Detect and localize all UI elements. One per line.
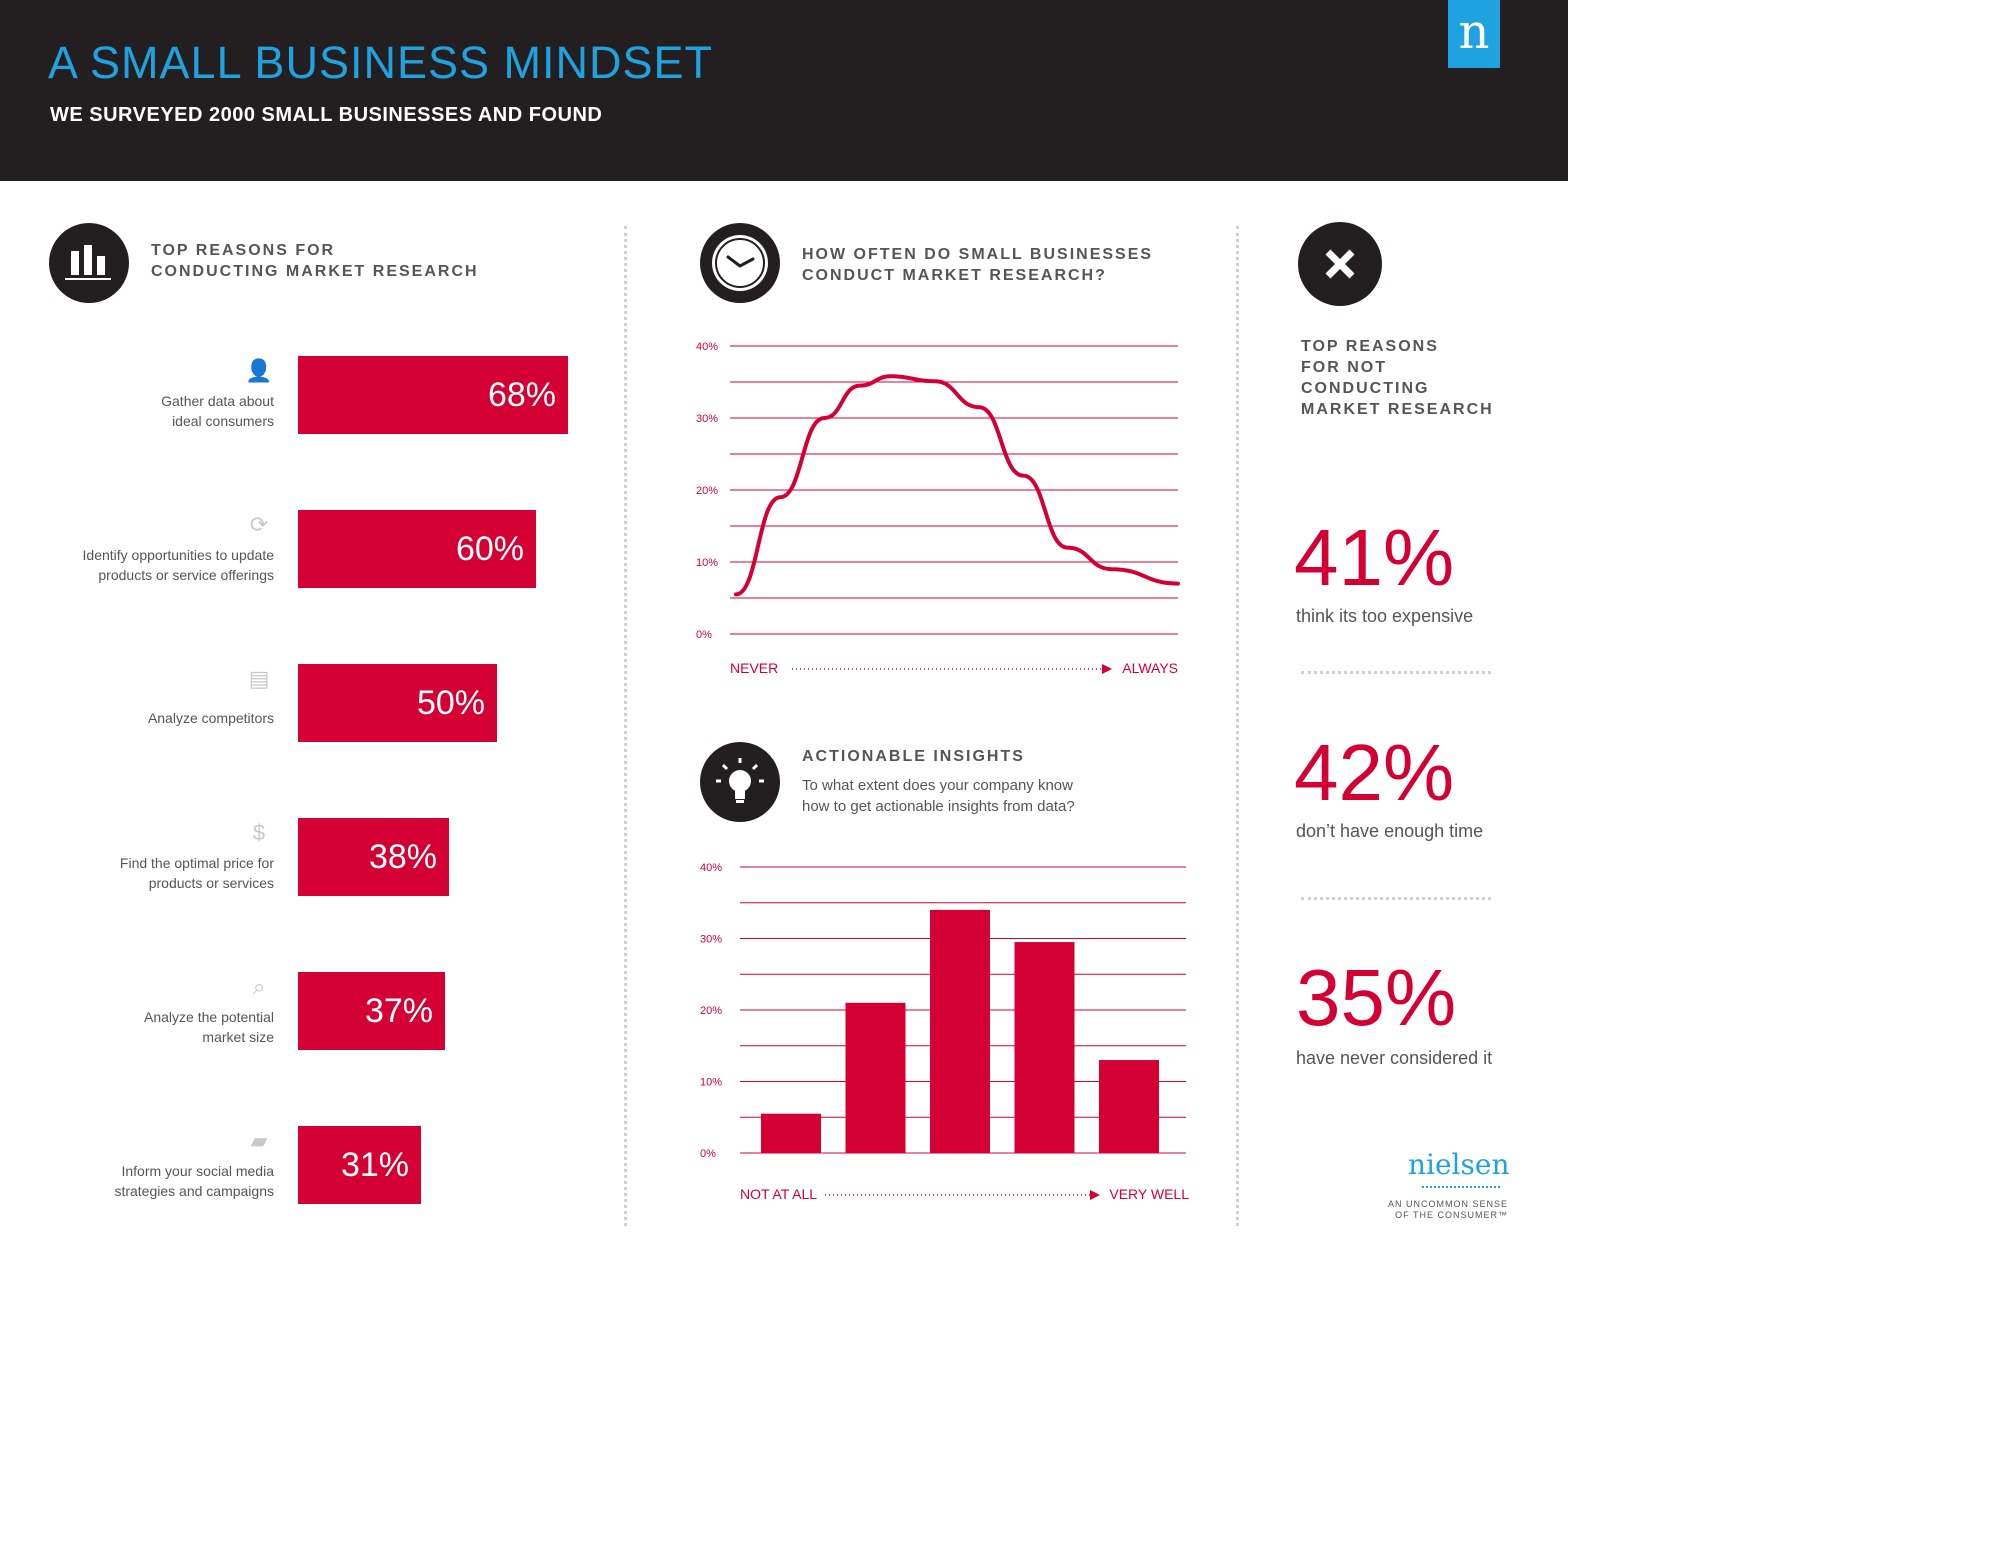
stat-value-time: 42% bbox=[1294, 728, 1455, 817]
tagline-line1: AN UNCOMMON SENSE bbox=[1387, 1199, 1508, 1209]
not-heading-line3: CONDUCTING bbox=[1301, 380, 1430, 397]
insight-bar bbox=[1099, 1060, 1159, 1153]
stat-value-never-considered: 35% bbox=[1296, 953, 1457, 1042]
y-tick-label: 10% bbox=[696, 557, 718, 569]
column-divider-right bbox=[1236, 226, 1239, 1226]
reason-label-line1: Inform your social media bbox=[121, 1163, 274, 1179]
reason-label-line1: Identify opportunities to update bbox=[82, 547, 274, 563]
tagline-line2: OF THE CONSUMER™ bbox=[1395, 1210, 1508, 1220]
bar-chart-icon bbox=[49, 223, 129, 303]
insights-heading: ACTIONABLE INSIGHTS bbox=[802, 748, 1025, 765]
storefront-icon: ▤ bbox=[248, 666, 270, 691]
x-axis-start-label: NOT AT ALL bbox=[740, 1186, 817, 1202]
insights-question-line1: To what extent does your company know bbox=[802, 777, 1073, 794]
insight-bar bbox=[1014, 942, 1075, 1153]
reason-label-line1: Find the optimal price for bbox=[119, 855, 274, 871]
reason-label-line1: Gather data about bbox=[161, 393, 274, 409]
x-axis-arrowhead bbox=[1102, 664, 1112, 674]
left-heading-line1: TOP REASONS FOR bbox=[151, 242, 336, 259]
insight-bar bbox=[761, 1113, 821, 1153]
chat-icon: ▰ bbox=[250, 1128, 268, 1153]
page-subtitle: WE SURVEYED 2000 SMALL BUSINESSES AND FO… bbox=[50, 104, 603, 126]
reason-bar: 37% bbox=[298, 972, 445, 1050]
y-tick-label: 30% bbox=[696, 413, 718, 425]
y-tick-label: 30% bbox=[700, 934, 722, 946]
reason-bar: 50% bbox=[298, 664, 497, 742]
reason-label-line2: products or service offerings bbox=[98, 567, 274, 583]
lightbulb-icon bbox=[700, 742, 780, 822]
frequency-chart-heading: HOW OFTEN DO SMALL BUSINESSES CONDUCT MA… bbox=[802, 244, 1153, 286]
refresh-icon: ⟳ bbox=[249, 512, 269, 537]
insights-question-line2: how to get actionable insights from data… bbox=[802, 798, 1075, 815]
magnifier-icon: ⌕ bbox=[252, 974, 266, 999]
reason-label-line2: market size bbox=[202, 1029, 274, 1045]
insights-bar-chart: 40% 30% 20% 10% 0% NOT AT ALL VERY WELL bbox=[700, 862, 1189, 1202]
reason-label: Inform your social media strategies and c… bbox=[54, 1161, 274, 1201]
person-icon: 👤 bbox=[245, 358, 273, 383]
reason-label-line2: products or services bbox=[148, 875, 274, 891]
stat-separator bbox=[1301, 671, 1491, 674]
header-banner bbox=[0, 0, 1568, 181]
nielsen-wordmark: nielsen bbox=[1408, 1148, 1510, 1181]
frequency-line-chart: 40% 30% 20% 10% 0% NEVER ALWAYS bbox=[696, 341, 1180, 676]
insight-bar bbox=[930, 909, 990, 1153]
nielsen-n-logo: n bbox=[1448, 0, 1500, 68]
frequency-heading-line1: HOW OFTEN DO SMALL BUSINESSES bbox=[802, 246, 1154, 263]
y-tick-label: 40% bbox=[700, 862, 722, 874]
reason-bar: 60% bbox=[298, 510, 536, 588]
stat-desc-expensive: think its too expensive bbox=[1296, 606, 1474, 626]
x-axis-arrowhead bbox=[1090, 1190, 1100, 1200]
left-section-heading: TOP REASONS FOR CONDUCTING MARKET RESEAR… bbox=[151, 240, 479, 282]
y-tick-label: 20% bbox=[700, 1005, 722, 1017]
stat-separator bbox=[1301, 897, 1491, 900]
reason-label: Analyze competitors bbox=[54, 708, 274, 728]
column-divider-left bbox=[624, 226, 627, 1226]
reason-label-line2: strategies and campaigns bbox=[114, 1183, 274, 1199]
reason-label: Find the optimal price for products or se… bbox=[54, 853, 274, 893]
stat-desc-never-considered: have never considered it bbox=[1296, 1048, 1493, 1068]
reason-bar: 68% bbox=[298, 356, 568, 434]
dollar-icon: $ bbox=[252, 820, 266, 845]
nielsen-tagline: AN UNCOMMON SENSE OF THE CONSUMER™ bbox=[1380, 1199, 1508, 1221]
frequency-line bbox=[734, 374, 1180, 597]
not-heading-line1: TOP REASONS bbox=[1301, 338, 1439, 355]
x-axis-end-label: VERY WELL bbox=[1109, 1186, 1189, 1202]
not-conducting-heading: TOP REASONS FOR NOT CONDUCTING MARKET RE… bbox=[1301, 336, 1494, 420]
y-tick-label: 10% bbox=[700, 1077, 722, 1089]
not-heading-line2: FOR NOT bbox=[1301, 359, 1387, 376]
not-heading-line4: MARKET RESEARCH bbox=[1301, 401, 1494, 418]
y-tick-label: 0% bbox=[696, 629, 712, 641]
y-tick-label: 20% bbox=[696, 485, 718, 497]
reason-bar: 38% bbox=[298, 818, 449, 896]
insights-question: To what extent does your company know ho… bbox=[802, 775, 1075, 817]
reason-label-line1: Analyze the potential bbox=[144, 1009, 274, 1025]
x-icon bbox=[1298, 222, 1382, 306]
stat-value-expensive: 41% bbox=[1294, 513, 1455, 602]
y-tick-label: 40% bbox=[696, 341, 718, 353]
frequency-heading-line2: CONDUCT MARKET RESEARCH? bbox=[802, 267, 1107, 284]
reason-label-line1: Analyze competitors bbox=[147, 710, 274, 726]
stat-desc-time: don’t have enough time bbox=[1296, 821, 1484, 841]
left-heading-line2: CONDUCTING MARKET RESEARCH bbox=[151, 263, 479, 280]
reason-label: Gather data about ideal consumers bbox=[54, 391, 274, 431]
x-axis-start-label: NEVER bbox=[730, 660, 778, 676]
reason-label-line2: ideal consumers bbox=[172, 413, 274, 429]
reason-bar: 31% bbox=[298, 1126, 421, 1204]
insight-bar bbox=[845, 1002, 906, 1153]
x-axis-end-label: ALWAYS bbox=[1122, 660, 1178, 676]
reason-label: Analyze the potential market size bbox=[54, 1007, 274, 1047]
wordmark-dots bbox=[1422, 1186, 1500, 1188]
clock-icon bbox=[700, 223, 780, 303]
y-tick-label: 0% bbox=[700, 1148, 716, 1160]
reason-label: Identify opportunities to update products… bbox=[54, 545, 274, 585]
page-title: A SMALL BUSINESS MINDSET bbox=[48, 37, 714, 88]
